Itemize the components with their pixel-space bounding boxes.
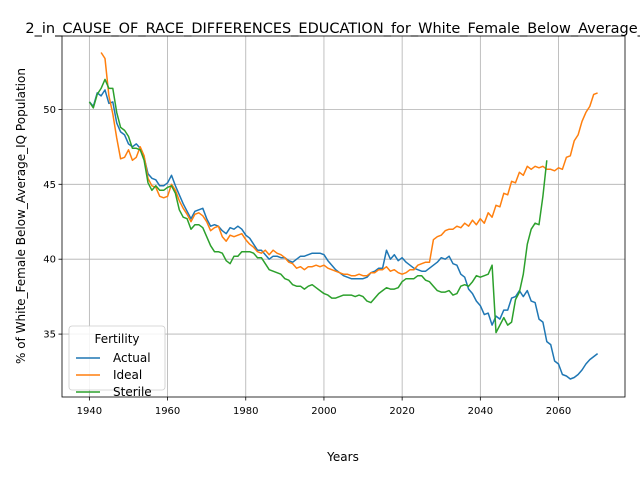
- y-tick-label: 40: [43, 255, 56, 266]
- plot-frame: [61, 35, 626, 398]
- y-tick-label: 35: [43, 330, 56, 341]
- x-tick-label: 2040: [468, 406, 493, 417]
- x-tick-label: 2060: [546, 406, 571, 417]
- legend-label-sterile: Sterile: [113, 385, 152, 399]
- series-line-sterile: [88, 78, 548, 334]
- legend-label-ideal: Ideal: [113, 368, 142, 382]
- x-tick-label: 1960: [155, 406, 180, 417]
- x-tick-label: 2000: [311, 406, 336, 417]
- legend-box: [68, 325, 166, 391]
- x-tick-label: 1940: [77, 406, 102, 417]
- legend-label-actual: Actual: [113, 351, 151, 365]
- series-line-ideal: [100, 52, 598, 277]
- y-tick-label: 50: [43, 105, 56, 116]
- x-tick-label: 1980: [233, 406, 258, 417]
- chart-title: 2_in_CAUSE_OF_RACE_DIFFERENCES_EDUCATION…: [25, 21, 640, 37]
- y-tick-label: 45: [43, 180, 56, 191]
- x-tick-label: 2020: [389, 406, 414, 417]
- axis-ticks: 1940 1960 1980 2000 2020 2040 2060 35 40 45 50: [43, 105, 571, 417]
- y-axis-label: % of White_Female Below_Average_IQ Popul…: [14, 68, 28, 364]
- series-lines: [88, 52, 599, 380]
- legend: Fertility Actual Ideal Sterile: [68, 325, 166, 399]
- series-line-actual: [88, 89, 599, 380]
- x-axis-label: Years: [326, 450, 359, 464]
- legend-title: Fertility: [94, 332, 139, 346]
